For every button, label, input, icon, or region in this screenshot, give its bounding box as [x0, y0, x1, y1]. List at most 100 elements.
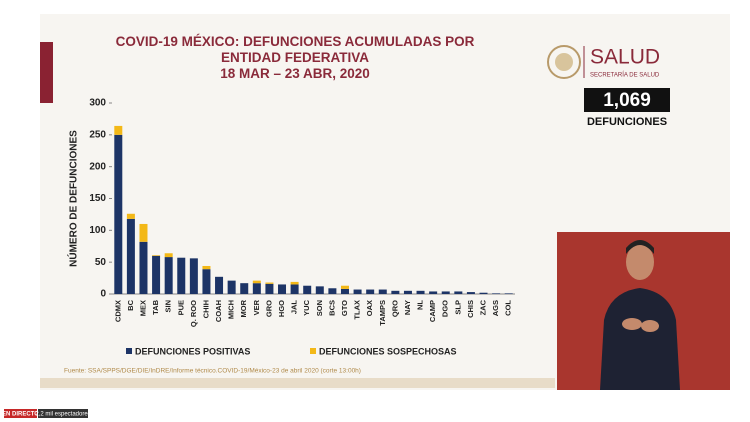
- x-tick-label: Q. ROO: [189, 300, 198, 327]
- y-tick-label: 200: [89, 161, 106, 172]
- viewers-text: 2,2 mil espectadores: [35, 412, 90, 418]
- bar-segment: [378, 289, 387, 294]
- bar-segment: [114, 125, 123, 135]
- x-tick-label: SIN: [164, 300, 173, 313]
- chart-title: COVID-19 MÉXICO: DEFUNCIONES ACUMULADAS …: [115, 34, 475, 65]
- bar-segment: [429, 291, 438, 294]
- y-tick-label: 250: [89, 129, 106, 140]
- interpreter-hair: [626, 240, 654, 254]
- bar-segment: [454, 291, 463, 294]
- bar-segment: [303, 285, 312, 294]
- x-tick-label: DGO: [441, 300, 450, 317]
- x-tick-label: GTO: [340, 300, 349, 316]
- bar-segment: [265, 283, 274, 294]
- x-tick-label: PUE: [176, 300, 185, 315]
- logo-subtext: SECRETARÍA DE SALUD: [590, 72, 660, 79]
- x-tick-label: TLAX: [353, 300, 362, 320]
- bar-segment: [416, 290, 425, 294]
- x-tick-label: COL: [504, 300, 513, 316]
- logo-text: SALUD: [590, 46, 660, 69]
- bar-segment: [366, 289, 375, 294]
- bar-segment: [479, 292, 488, 294]
- chart-subtitle: 18 MAR – 23 ABR, 2020: [220, 66, 370, 81]
- bar-segment: [240, 283, 249, 294]
- x-tick-label: VER: [252, 299, 261, 315]
- legend-label: DEFUNCIONES POSITIVAS: [135, 346, 250, 356]
- x-tick-label: HGO: [277, 300, 286, 317]
- interpreter-head: [626, 244, 654, 280]
- logo-emblem-inner: [555, 53, 573, 71]
- bar-segment: [252, 280, 261, 284]
- logo-emblem: [547, 45, 581, 79]
- y-tick-label: 300: [89, 98, 106, 109]
- x-tick-label: MEX: [138, 300, 147, 316]
- source-note: Fuente: SSA/SPPS/DGE/DIE/InDRE/Informe t…: [64, 368, 361, 375]
- x-tick-label: QRO: [390, 300, 399, 317]
- bar-segment: [353, 289, 362, 294]
- bar-segment: [315, 286, 324, 294]
- bar-segment: [139, 223, 148, 242]
- total-value: 1,069: [603, 90, 651, 111]
- bar-segment: [265, 282, 274, 284]
- y-tick-label: 0: [100, 289, 106, 300]
- x-tick-label: AGS: [491, 300, 500, 316]
- bar-segment: [278, 284, 287, 294]
- bar-segment: [126, 218, 135, 294]
- x-tick-label: CHIS: [466, 300, 475, 318]
- viewers-badge: [38, 409, 88, 418]
- bar-segment: [391, 290, 400, 294]
- x-tick-label: BCS: [327, 300, 336, 316]
- bar-segment: [114, 134, 123, 294]
- total-label: DEFUNCIONES: [587, 116, 667, 128]
- x-tick-label: CHIH: [201, 300, 210, 318]
- bar-segment: [290, 284, 299, 294]
- y-axis-label: NÚMERO DE DEFUNCIONES: [67, 130, 80, 267]
- total-box: [584, 88, 670, 112]
- y-tick-label: 150: [89, 193, 106, 204]
- x-tick-label: MOR: [239, 299, 248, 317]
- interpreter-hands: [641, 320, 659, 332]
- y-tick-label: 50: [95, 257, 107, 268]
- bar-segment: [152, 255, 161, 256]
- bar-segment: [290, 281, 299, 285]
- x-tick-label: SON: [315, 300, 324, 316]
- bar-segment: [252, 283, 261, 294]
- x-tick-label: YUC: [302, 299, 311, 315]
- bar-segment: [328, 288, 337, 294]
- x-tick-label: ZAC: [479, 299, 488, 315]
- bar-segment: [189, 258, 198, 294]
- bar-segment: [177, 257, 186, 294]
- x-tick-label: COAH: [214, 300, 223, 322]
- bar-segment: [202, 265, 211, 270]
- x-tick-label: CAMP: [428, 300, 437, 322]
- bar-segment: [340, 285, 349, 289]
- legend-swatch: [126, 348, 132, 354]
- legend-swatch: [310, 348, 316, 354]
- interpreter-body: [600, 288, 680, 390]
- bar-segment: [202, 269, 211, 294]
- x-tick-label: GRO: [264, 300, 273, 317]
- live-text: EN DIRECTO: [2, 412, 39, 418]
- accent-bar: [40, 42, 53, 103]
- y-tick-label: 100: [89, 225, 106, 236]
- bar-segment: [504, 293, 513, 294]
- x-tick-label: SLP: [453, 300, 462, 315]
- bar-segment: [227, 280, 236, 294]
- bar-segment: [152, 255, 161, 294]
- bar-segment: [215, 276, 224, 294]
- bar-segment: [466, 292, 475, 294]
- x-tick-label: CDMX: [113, 300, 122, 322]
- bar-segment: [340, 288, 349, 294]
- legend-label: DEFUNCIONES SOSPECHOSAS: [319, 346, 457, 356]
- bar-segment: [403, 290, 412, 294]
- x-tick-label: NAY: [403, 300, 412, 315]
- bar-segment: [492, 293, 501, 294]
- x-tick-label: OAX: [365, 300, 374, 316]
- x-tick-label: TAB: [151, 299, 160, 314]
- x-tick-label: NL: [416, 300, 425, 310]
- footer-band: [40, 378, 555, 388]
- x-tick-label: TAMPS: [378, 300, 387, 326]
- live-badge: [4, 409, 37, 418]
